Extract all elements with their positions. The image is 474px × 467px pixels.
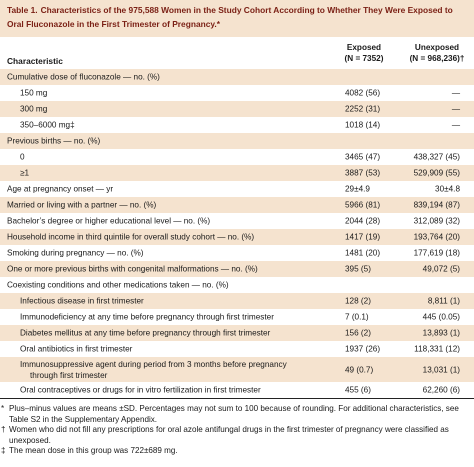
header-exposed: Exposed (N = 7352) [327, 42, 401, 64]
table-row: Immunosuppressive agent during period fr… [0, 357, 474, 382]
exposed-value: 3465 (47) [345, 152, 381, 162]
unexposed-value: 177,619 (18) [413, 248, 460, 258]
row-label: Smoking during pregnancy — no. (%) [7, 248, 144, 258]
table-row: Oral contraceptives or drugs for in vitr… [0, 382, 474, 398]
unexposed-value: 8,811 (1) [427, 296, 460, 306]
table-row: Coexisting conditions and other medicati… [0, 277, 474, 293]
unexposed-value: 839,194 (87) [413, 200, 460, 210]
row-label: Household income in third quintile for o… [7, 232, 255, 242]
table-header: Characteristic Exposed (N = 7352) Unexpo… [0, 37, 474, 70]
unexposed-value: 30±4.8 [435, 184, 460, 194]
row-label: 350–6000 mg‡ [20, 120, 75, 130]
exposed-value: 2252 (31) [345, 104, 381, 114]
table-row: Immunodeficiency at any time before preg… [0, 309, 474, 325]
row-label-line: Immunosuppressive agent during period fr… [20, 359, 287, 369]
footnote-text: Women who did not fill any prescriptions… [9, 425, 449, 445]
unexposed-value: 13,893 (1) [422, 328, 460, 338]
exposed-value: 1018 (14) [345, 120, 381, 130]
exposed-value: 395 (5) [345, 264, 371, 274]
table-row: One or more previous births with congeni… [0, 261, 474, 278]
exposed-value: 2044 (28) [345, 216, 381, 226]
exposed-value: 1417 (19) [345, 232, 381, 242]
table-title-text: Characteristics of the 975,588 Women in … [7, 5, 453, 29]
row-label: ≥1 [20, 168, 30, 178]
unexposed-value: 13,031 (1) [422, 365, 460, 375]
row-label: Oral antibiotics in first trimester [20, 344, 133, 354]
row-label: Married or living with a partner — no. (… [7, 200, 157, 210]
footnote: ‡ The mean dose in this group was 722±689… [0, 446, 474, 457]
row-label: Diabetes mellitus at any time before pre… [20, 328, 271, 338]
footnote-mark: † [1, 425, 6, 434]
table-row: Infectious disease in first trimester 128… [0, 293, 474, 310]
exposed-value: 7 (0.1) [345, 312, 369, 322]
table-row: Married or living with a partner — no. (… [0, 197, 474, 214]
table-row: Previous births — no. (%) [0, 133, 474, 150]
table-title: Table 1. Characteristics of the 975,588 W… [0, 0, 474, 37]
row-label: Oral contraceptives or drugs for in vitr… [20, 385, 261, 395]
unexposed-value: 62,260 (6) [422, 385, 460, 395]
header-characteristic: Characteristic [7, 56, 63, 66]
exposed-value: 29±4.9 [345, 184, 370, 194]
row-label: Immunodeficiency at any time before preg… [20, 312, 274, 322]
unexposed-value: 445 (0.05) [422, 312, 460, 322]
unexposed-value: — [451, 104, 460, 114]
table-row: 300 mg 2252 (31) — [0, 101, 474, 118]
header-unexposed-label: Unexposed [414, 43, 460, 52]
footnote-text: Plus–minus values are means ±SD. Percent… [9, 404, 459, 424]
footnote: † Women who did not fill any prescription… [0, 425, 474, 446]
unexposed-value: 312,089 (32) [413, 216, 460, 226]
exposed-value: 3887 (53) [345, 168, 381, 178]
unexposed-value: 438,327 (45) [413, 152, 460, 162]
header-exposed-label: Exposed [346, 43, 382, 52]
footnote-mark: * [1, 404, 5, 413]
header-exposed-n: (N = 7352) [344, 54, 384, 63]
row-label: Previous births — no. (%) [7, 136, 101, 146]
table-label: Table 1. [7, 5, 38, 15]
row-label: Age at pregnancy onset — yr [7, 184, 114, 194]
footnotes: * Plus–minus values are means ±SD. Percen… [0, 404, 474, 457]
exposed-value: 455 (6) [345, 385, 371, 395]
table-row: Bachelor’s degree or higher educational … [0, 213, 474, 229]
row-label: Coexisting conditions and other medicati… [7, 280, 229, 290]
table-row: Diabetes mellitus at any time before pre… [0, 325, 474, 342]
row-label: Cumulative dose of fluconazole — no. (%) [7, 72, 160, 82]
row-label-line: through first trimester [30, 370, 108, 380]
row-label: Infectious disease in first trimester [20, 296, 144, 306]
exposed-value: 1937 (26) [345, 344, 381, 354]
table-row: Age at pregnancy onset — yr 29±4.9 30±4.8 [0, 181, 474, 197]
footnote-mark: ‡ [1, 446, 6, 455]
table-row: Cumulative dose of fluconazole — no. (%) [0, 69, 474, 85]
exposed-value: 156 (2) [345, 328, 371, 338]
unexposed-value: 193,764 (20) [413, 232, 460, 242]
table-row: 0 3465 (47) 438,327 (45) [0, 149, 474, 165]
table-row: 350–6000 mg‡ 1018 (14) — [0, 117, 474, 133]
row-label: 0 [20, 152, 25, 162]
exposed-value: 1481 (20) [345, 248, 381, 258]
exposed-value: 4082 (56) [345, 88, 381, 98]
table-row: Smoking during pregnancy — no. (%) 1481 (… [0, 245, 474, 261]
exposed-value: 49 (0.7) [345, 365, 374, 375]
header-unexposed: Unexposed (N = 968,236)† [400, 42, 474, 64]
footnote-text: The mean dose in this group was 722±689 … [9, 446, 178, 455]
row-label: One or more previous births with congeni… [7, 264, 258, 274]
table-row: Household income in third quintile for o… [0, 229, 474, 246]
row-label: 300 mg [20, 104, 48, 114]
table-row: 150 mg 4082 (56) — [0, 85, 474, 101]
unexposed-value: 49,072 (5) [422, 264, 460, 274]
unexposed-value: 118,331 (12) [414, 344, 460, 354]
table-bottom-rule [0, 398, 474, 399]
table-row: ≥1 3887 (53) 529,909 (55) [0, 165, 474, 182]
footnote: * Plus–minus values are means ±SD. Percen… [0, 404, 474, 425]
row-label: Immunosuppressive agent during period fr… [20, 359, 320, 381]
row-label: Bachelor’s degree or higher educational … [7, 216, 211, 226]
exposed-value: 5966 (81) [345, 200, 381, 210]
row-label: 150 mg [20, 88, 48, 98]
unexposed-value: — [451, 88, 460, 98]
table-row: Oral antibiotics in first trimester 1937 … [0, 341, 474, 357]
exposed-value: 128 (2) [345, 296, 371, 306]
unexposed-value: — [451, 120, 460, 130]
unexposed-value: 529,909 (55) [413, 168, 460, 178]
header-unexposed-n: (N = 968,236)† [409, 54, 465, 63]
